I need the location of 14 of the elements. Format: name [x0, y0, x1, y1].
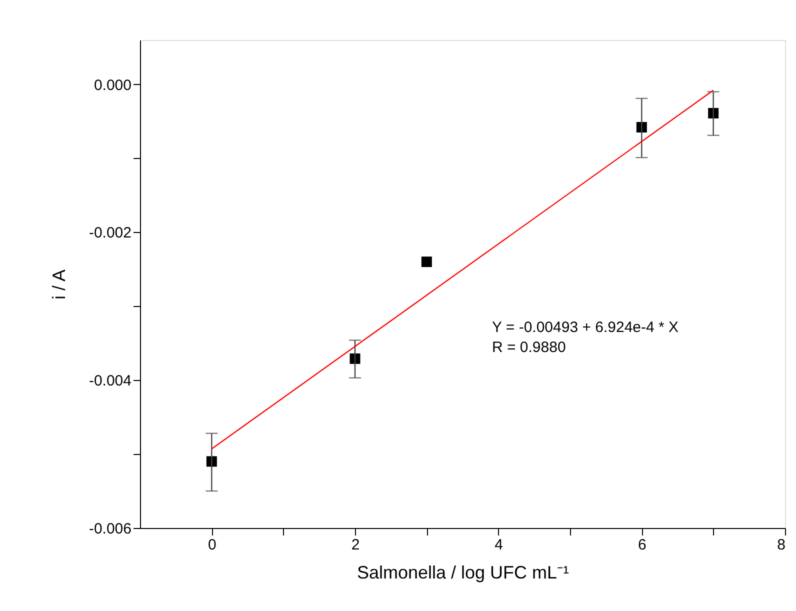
x-tick-label: 6	[638, 536, 646, 554]
y-tick-label: -0.004	[88, 372, 132, 390]
point	[421, 256, 432, 268]
y-axis-title: i / A	[48, 269, 69, 300]
annotation: Y = -0.00493 + 6.924e-4 * X	[492, 319, 679, 336]
y-tick-label: -0.006	[88, 520, 132, 538]
y-tick-label: -0.002	[88, 224, 132, 242]
annotation: R = 0.9880	[492, 339, 566, 356]
x-tick-label: 4	[494, 536, 504, 554]
x-tick-label: 2	[351, 536, 360, 554]
x-axis-title: Salmonella / log UFC mL⁻¹	[356, 562, 570, 582]
x-tick-label: 8	[777, 536, 786, 554]
x-tick-label: 0	[208, 536, 216, 554]
y-tick-label: 0.000	[94, 76, 132, 94]
